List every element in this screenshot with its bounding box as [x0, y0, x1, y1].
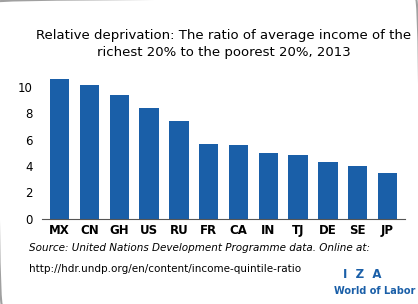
Text: I  Z  A: I Z A	[343, 268, 381, 281]
Bar	[318, 162, 338, 219]
Bar	[229, 145, 248, 219]
Bar	[348, 166, 367, 219]
Text: Source: United Nations Development Programme data. Online at:: Source: United Nations Development Progr…	[29, 243, 370, 253]
Bar	[110, 95, 129, 219]
Bar	[378, 173, 397, 219]
Bar	[50, 79, 69, 219]
Text: World of Labor: World of Labor	[334, 286, 416, 296]
Bar	[80, 85, 99, 219]
Title: Relative deprivation: The ratio of average income of the
richest 20% to the poor: Relative deprivation: The ratio of avera…	[36, 29, 411, 59]
Bar	[259, 153, 278, 219]
Text: http://hdr.undp.org/en/content/income-quintile-ratio: http://hdr.undp.org/en/content/income-qu…	[29, 264, 301, 275]
Bar	[169, 121, 189, 219]
Bar	[199, 143, 219, 219]
Bar	[140, 108, 159, 219]
Bar	[288, 155, 308, 219]
